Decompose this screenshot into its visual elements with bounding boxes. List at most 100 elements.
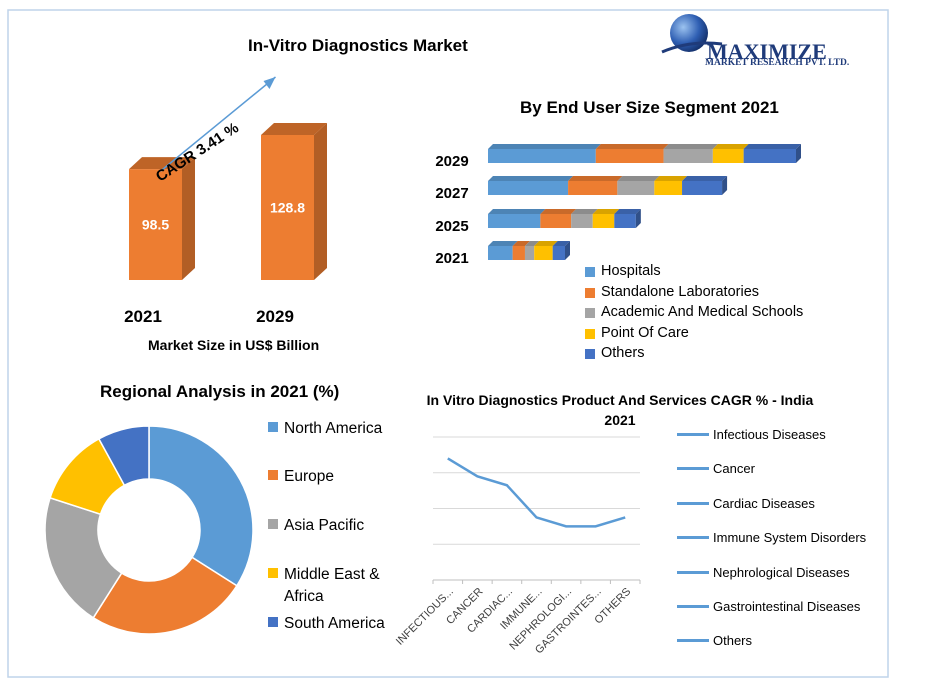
- bar-segment: [663, 149, 713, 163]
- bar-segment: [654, 181, 683, 195]
- bar-segment-top: [712, 144, 749, 149]
- tick-label: 2029: [256, 307, 294, 326]
- bar: [129, 169, 182, 280]
- legend-label: Others: [713, 633, 753, 649]
- bar-segment: [571, 214, 593, 228]
- bar-segment-top: [592, 209, 620, 214]
- bar-end-side: [635, 209, 641, 228]
- bar-segment-top: [595, 144, 669, 149]
- legend-label: Europe: [284, 468, 334, 485]
- bar: [261, 135, 314, 280]
- regional-donut-chart: [44, 425, 254, 635]
- legend-item: Others: [677, 633, 752, 648]
- legend-line-swatch: [677, 605, 709, 608]
- legend-label: Infectious Diseases: [713, 427, 826, 442]
- legend-swatch: [268, 519, 278, 529]
- bar-segment-top: [614, 209, 641, 214]
- brand-logo: [661, 14, 723, 54]
- legend-swatch: [585, 349, 595, 359]
- market-size-xlabel: Market Size in US$ Billion: [148, 337, 320, 353]
- bar-top: [129, 157, 195, 170]
- bar-segment: [488, 149, 596, 163]
- bar-segment: [617, 181, 655, 195]
- brand-name: MAXIMIZE: [707, 39, 827, 64]
- legend-item: Infectious Diseases: [677, 427, 826, 442]
- legend-label: Cardiac Diseases: [713, 495, 815, 511]
- bar-segment: [524, 246, 535, 260]
- bar-segment-top: [654, 176, 688, 181]
- tick-label: 2025: [435, 218, 468, 235]
- legend-swatch: [268, 422, 278, 432]
- legend-item: Others: [585, 345, 645, 361]
- end-user-title: By End User Size Segment 2021: [520, 98, 779, 117]
- bar-segment-top: [571, 209, 598, 214]
- bar-segment: [614, 214, 636, 228]
- donut-slice: [148, 425, 254, 587]
- legend-label: Nephrological Diseases: [713, 564, 850, 580]
- regional-title: Regional Analysis in 2021 (%): [100, 382, 340, 401]
- bar-segment-top: [743, 144, 801, 149]
- legend-swatch: [585, 267, 595, 277]
- legend-swatch: [268, 617, 278, 627]
- bar-segment: [568, 181, 618, 195]
- bar-segment-top: [488, 144, 601, 149]
- bar-segment-top: [488, 176, 574, 181]
- bar-segment-top: [540, 209, 577, 214]
- legend-item: Cancer: [677, 461, 755, 476]
- legend-item: Gastrointestinal Diseases: [677, 599, 860, 614]
- cagr-arrow: [160, 76, 276, 172]
- bar-end-side: [565, 241, 570, 260]
- bar-segment-top: [617, 176, 660, 181]
- bar-segment: [512, 246, 525, 260]
- legend-line-swatch: [677, 467, 709, 471]
- legend-item: Asia Pacific: [268, 515, 393, 537]
- legend-line-swatch: [677, 433, 709, 436]
- bar-segment-top: [663, 144, 718, 149]
- legend-label: Hospitals: [601, 263, 661, 279]
- bar-segment: [743, 149, 796, 163]
- legend-label: Point Of Care: [601, 324, 689, 341]
- legend-item: Hospitals: [585, 263, 661, 279]
- donut-slice: [97, 425, 150, 487]
- legend-label: Immune System Disorders: [713, 530, 867, 546]
- legend-swatch: [268, 470, 278, 480]
- bar-segment-top: [568, 176, 623, 181]
- bar-segment: [712, 149, 744, 163]
- legend-item: Immune System Disorders: [677, 530, 866, 545]
- bar-side: [314, 123, 327, 280]
- legend-item: Middle East & Africa: [268, 564, 393, 608]
- bar-segment-top: [488, 241, 518, 246]
- bar-segment-top: [512, 241, 530, 246]
- bar-segment: [488, 214, 541, 228]
- legend-swatch: [585, 328, 595, 339]
- bar-value-label: 98.5: [142, 217, 169, 233]
- bar-value-label: 128.8: [270, 200, 305, 216]
- legend-label: Others: [601, 345, 645, 361]
- tick-label: 2021: [124, 307, 162, 326]
- bar-segment: [682, 181, 723, 195]
- cagr-arrow-head: [263, 77, 276, 89]
- cagr-line-chart: INFECTIOUS...CANCERCARDIAC...IMMUNE...NE…: [394, 436, 641, 656]
- bar-side: [182, 157, 195, 280]
- tick-label: 2029: [435, 153, 468, 170]
- bar-segment-top: [534, 241, 558, 246]
- bar-end-side: [796, 144, 801, 163]
- legend-item: Cardiac Diseases: [677, 496, 815, 511]
- tick-label: 2027: [435, 185, 468, 202]
- legend-line-swatch: [677, 536, 709, 540]
- legend-item: South America: [268, 613, 393, 635]
- tick-label: 2021: [435, 250, 468, 267]
- legend-swatch: [585, 308, 595, 318]
- legend-label: Asia Pacific: [284, 517, 365, 534]
- bar-segment: [534, 246, 553, 260]
- brand-tagline: MARKET RESEARCH PVT. LTD.: [705, 58, 850, 68]
- legend-item: Europe: [268, 466, 393, 488]
- cagr-title: In Vitro Diagnostics Product And Service…: [426, 392, 814, 428]
- legend-label: North America: [284, 420, 383, 437]
- legend-item: Point Of Care: [585, 325, 689, 341]
- legend-line-swatch: [677, 570, 709, 574]
- legend-label: South America: [284, 615, 385, 632]
- bar-segment-top: [682, 176, 728, 181]
- donut-slice: [92, 556, 238, 635]
